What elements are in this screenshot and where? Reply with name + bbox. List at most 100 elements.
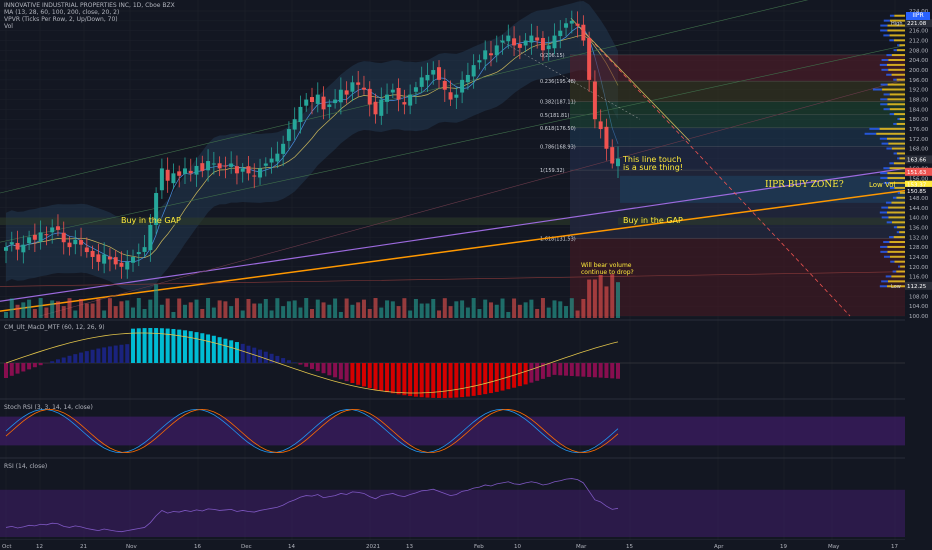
candle-body	[333, 99, 338, 104]
macd-histogram-bar	[258, 349, 263, 363]
volume-profile-bar	[869, 127, 880, 130]
candle-body	[396, 87, 401, 100]
candle-body	[206, 161, 211, 171]
volume-profile-bar	[879, 63, 888, 66]
annotation-low-vol[interactable]: Low Vol	[869, 181, 896, 189]
fib-label: 0.236(195.48)	[540, 79, 576, 85]
volume-profile-bar	[883, 181, 890, 184]
volume-bar	[240, 310, 245, 318]
volume-bar	[431, 299, 436, 318]
candle-body	[55, 226, 60, 230]
candle-body	[419, 77, 424, 87]
volume-profile-bar	[883, 167, 890, 170]
macd-histogram-bar	[431, 363, 436, 398]
candle-body	[246, 166, 251, 174]
macd-histogram-bar	[540, 363, 545, 379]
volume-bar	[55, 301, 60, 318]
price-tick-label: 196.00	[909, 78, 929, 84]
volume-profile-bar	[894, 260, 905, 263]
volume-profile-bar	[888, 58, 905, 61]
annotation-buy-gap-right[interactable]: Buy in the GAP	[623, 216, 683, 225]
macd-histogram-bar	[558, 363, 563, 376]
symbol-badge[interactable]: IIPR	[906, 12, 930, 20]
candle-body	[73, 239, 78, 245]
volume-profile-bar	[887, 177, 905, 180]
macd-histogram-bar	[229, 340, 234, 363]
macd-histogram-bar	[529, 363, 534, 383]
volume-profile-bar	[889, 108, 905, 111]
volume-bar	[558, 301, 563, 318]
volume-profile-bar	[889, 34, 905, 37]
volume-bar	[9, 298, 14, 318]
volume-profile-bar	[897, 44, 900, 47]
volume-profile-bar	[898, 265, 901, 268]
ma-legend[interactable]: MA (13, 28, 60, 100, 200, close, 20, 2)	[4, 9, 120, 16]
candle-body	[488, 53, 493, 56]
volume-profile-bar	[897, 191, 900, 194]
volume-profile-bar	[864, 132, 877, 135]
volume-profile-bar	[885, 201, 892, 204]
price-flag-value: 150.85	[907, 189, 927, 195]
vpvr-legend[interactable]: VPVR (Ticks Per Row, 2, Up/Down, 70)	[4, 16, 118, 23]
time-tick-label: May	[828, 544, 840, 550]
annotation-line-touch-1[interactable]: This line touch	[623, 155, 682, 164]
macd-histogram-bar	[200, 333, 205, 363]
volume-profile-bar	[880, 24, 888, 27]
annotation-line-touch-2[interactable]: is a sure thing!	[623, 163, 683, 172]
volume-profile-bar	[891, 54, 905, 57]
macd-histogram-bar	[402, 363, 407, 396]
candle-body	[477, 60, 482, 63]
volume-bar	[159, 304, 164, 318]
price-flag-value: 153.37	[907, 183, 927, 189]
vol-legend[interactable]: Vol	[4, 23, 13, 30]
stoch-legend[interactable]: Stoch RSI (3, 3, 14, 14, close)	[4, 404, 93, 411]
volume-profile-bar	[894, 186, 905, 189]
rsi-legend[interactable]: RSI (14, close)	[4, 463, 48, 470]
annotation-buy-zone[interactable]: IIPR BUY ZONE?	[765, 180, 844, 190]
volume-bar	[506, 311, 511, 318]
volume-bar	[488, 302, 493, 318]
time-tick-label: Dec	[241, 544, 252, 550]
fib-label: 1(159.32)	[540, 168, 565, 174]
macd-histogram-bar	[552, 363, 557, 375]
purple-trendline	[0, 167, 905, 302]
volume-bar	[529, 299, 534, 318]
volume-profile-bar	[886, 54, 892, 57]
candle-body	[67, 242, 72, 248]
price-axis[interactable]: 224.00220.00216.00212.00208.00204.00200.…	[891, 0, 932, 550]
time-tick-label: 13	[406, 544, 413, 550]
volume-profile-bar	[879, 285, 888, 288]
time-tick-label: 15	[626, 544, 633, 550]
macd-histogram-bar	[379, 363, 384, 391]
annotation-bear-volume-2[interactable]: continue to drop?	[581, 269, 634, 276]
volume-profile-bar	[889, 162, 894, 165]
price-tick-label: 216.00	[909, 29, 929, 35]
time-tick-label: 19	[780, 544, 787, 550]
candle-body	[50, 227, 55, 233]
volume-bar	[223, 301, 228, 318]
macd-histogram-bar	[471, 363, 476, 396]
volume-bar	[535, 308, 540, 318]
time-axis[interactable]: Oct 12 21 Nov 16 Dec 14 2021 13 Feb 10 Mar 15 Apr 19 Ma…	[0, 540, 932, 550]
volume-profile-bar	[900, 265, 905, 268]
macd-legend[interactable]: CM_Ult_MacD_MTF (60, 12, 26, 9)	[4, 324, 105, 331]
candle-body	[177, 171, 182, 176]
time-tick-label: Oct	[2, 544, 12, 550]
volume-profile-bar	[872, 88, 883, 91]
macd-histogram-bar	[73, 354, 78, 363]
annotation-buy-gap-left[interactable]: Buy in the GAP	[121, 216, 181, 225]
volume-profile-bar	[880, 245, 888, 248]
volume-bar	[494, 304, 499, 318]
volume-profile-bar	[889, 186, 895, 189]
macd-histogram-bar	[240, 343, 245, 363]
volume-profile-bar	[881, 206, 889, 209]
candle-body	[263, 163, 268, 166]
volume-profile-bar	[882, 88, 905, 91]
macd-histogram-bar	[523, 363, 528, 385]
annotation-bear-volume-1[interactable]: Will bear volume	[581, 262, 632, 269]
candle-body	[281, 143, 286, 154]
candle-body	[96, 254, 101, 262]
macd-histogram-bar	[50, 361, 55, 363]
macd-histogram-bar	[569, 363, 574, 377]
